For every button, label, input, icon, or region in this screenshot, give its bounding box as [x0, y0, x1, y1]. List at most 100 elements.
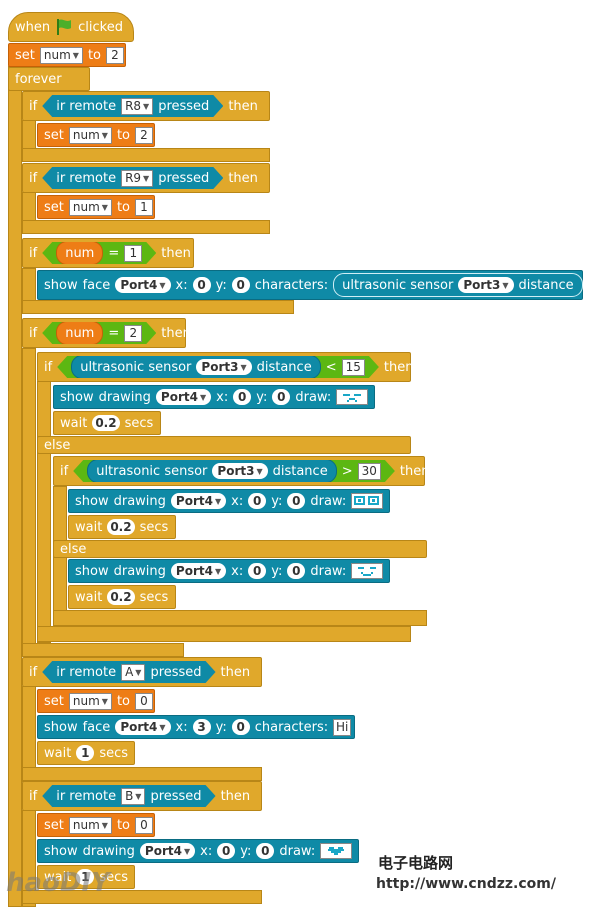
draw-label: draw:: [310, 563, 347, 579]
else-block[interactable]: else: [37, 436, 411, 454]
clicked-label: clicked: [78, 19, 123, 35]
if-label: if: [29, 664, 38, 680]
show-face-block[interactable]: show face Port4 ▼ x: 3 y: 0 characters: H…: [37, 715, 355, 739]
value-input[interactable]: 15: [342, 359, 365, 376]
ir-remote-condition[interactable]: ir remote R8 ▼ pressed: [42, 95, 223, 117]
wait-label: wait: [60, 415, 88, 431]
show-label: show: [44, 277, 78, 293]
ir-key-dropdown[interactable]: B ▼: [121, 788, 145, 805]
less-than-condition[interactable]: ultrasonic sensor Port3 ▼ distance < 15: [57, 356, 379, 378]
ir-key-dropdown[interactable]: A ▼: [121, 664, 145, 681]
y-input[interactable]: 0: [287, 563, 306, 579]
equals-condition[interactable]: num = 2: [42, 322, 156, 344]
wait-block[interactable]: wait 1 secs: [37, 865, 135, 889]
x-input[interactable]: 0: [248, 493, 267, 509]
if-ir-r8-block[interactable]: if ir remote R8 ▼ pressed then: [22, 91, 270, 121]
port-dropdown[interactable]: Port4 ▼: [155, 389, 212, 405]
num-reporter[interactable]: num: [56, 321, 103, 345]
show-drawing-block[interactable]: show drawing Port4 ▼ x: 0 y: 0 draw:: [68, 489, 390, 513]
face-label: face: [82, 719, 111, 735]
ultrasonic-reporter[interactable]: ultrasonic sensor Port3 ▼ distance: [71, 355, 321, 379]
led-matrix-eyes-icon[interactable]: [351, 493, 383, 509]
led-matrix-sad-face-icon[interactable]: [336, 389, 368, 405]
equals-label: =: [108, 325, 120, 341]
y-label: y:: [256, 389, 268, 405]
show-drawing-block[interactable]: show drawing Port4 ▼ x: 0 y: 0 draw:: [68, 559, 390, 583]
show-label: show: [60, 389, 94, 405]
variable-dropdown[interactable]: num ▼: [68, 126, 112, 144]
port-dropdown[interactable]: Port4 ▼: [170, 493, 227, 509]
x-input[interactable]: 3: [192, 719, 211, 735]
value-input[interactable]: 30: [358, 463, 381, 480]
show-drawing-block[interactable]: show drawing Port4 ▼ x: 0 y: 0 draw:: [37, 839, 359, 863]
value-input[interactable]: 1: [135, 198, 153, 216]
value-input[interactable]: 0: [135, 692, 153, 710]
if-ir-r9-block[interactable]: if ir remote R9 ▼ pressed then: [22, 163, 270, 193]
num-reporter[interactable]: num: [56, 241, 103, 265]
port-dropdown[interactable]: Port3 ▼: [212, 463, 267, 479]
secs-input[interactable]: 0.2: [107, 519, 135, 535]
set-num-block[interactable]: set num ▼ to 2: [37, 123, 155, 147]
led-matrix-heart-icon[interactable]: [320, 843, 352, 859]
y-input[interactable]: 0: [287, 493, 306, 509]
secs-input[interactable]: 0.2: [107, 589, 135, 605]
x-input[interactable]: 0: [192, 277, 211, 293]
x-input[interactable]: 0: [217, 843, 236, 859]
when-flag-clicked-block[interactable]: when clicked: [8, 12, 134, 42]
port-dropdown[interactable]: Port4 ▼: [170, 563, 227, 579]
ir-key-dropdown[interactable]: R8 ▼: [121, 98, 153, 115]
variable-dropdown[interactable]: num ▼: [39, 46, 83, 64]
value-input[interactable]: 2: [135, 126, 153, 144]
equals-condition[interactable]: num = 1: [42, 242, 156, 264]
y-input[interactable]: 0: [231, 277, 250, 293]
x-input[interactable]: 0: [248, 563, 267, 579]
value-input[interactable]: 2: [106, 46, 124, 64]
forever-block[interactable]: forever: [8, 67, 90, 91]
drawing-label: drawing: [82, 843, 135, 859]
secs-input[interactable]: 0.2: [92, 415, 120, 431]
led-matrix-happy-face-icon[interactable]: [351, 563, 383, 579]
port-dropdown[interactable]: Port4 ▼: [115, 719, 171, 735]
set-num-block[interactable]: set num ▼ to 1: [37, 195, 155, 219]
variable-dropdown[interactable]: num ▼: [68, 692, 112, 710]
value-input[interactable]: 1: [124, 245, 142, 262]
wait-block[interactable]: wait 0.2 secs: [68, 515, 176, 539]
ultrasonic-reporter[interactable]: ultrasonic sensor Port3 ▼ distance: [87, 459, 337, 483]
greater-than-condition[interactable]: ultrasonic sensor Port3 ▼ distance > 30: [73, 460, 395, 482]
if-num-equals-1-block[interactable]: if num = 1 then: [22, 238, 194, 268]
set-num-block[interactable]: set num ▼ to 0: [37, 689, 155, 713]
wait-block[interactable]: wait 0.2 secs: [53, 411, 161, 435]
value-input[interactable]: 0: [135, 816, 153, 834]
port-dropdown[interactable]: Port4 ▼: [115, 277, 171, 293]
value-input[interactable]: 2: [124, 325, 142, 342]
ultrasonic-reporter[interactable]: ultrasonic sensor Port3 ▼ distance: [333, 273, 583, 297]
ir-remote-condition[interactable]: ir remote A ▼ pressed: [42, 661, 215, 683]
ir-key-dropdown[interactable]: R9 ▼: [121, 170, 153, 187]
show-drawing-block[interactable]: show drawing Port4 ▼ x: 0 y: 0 draw:: [53, 385, 375, 409]
if-distance-less-15-block[interactable]: if ultrasonic sensor Port3 ▼ distance < 1…: [37, 352, 413, 382]
ir-remote-condition[interactable]: ir remote B ▼ pressed: [42, 785, 215, 807]
show-face-block[interactable]: show face Port4 ▼ x: 0 y: 0 characters: u…: [37, 270, 583, 300]
secs-input[interactable]: 1: [76, 745, 95, 761]
if-ir-b-block[interactable]: if ir remote B ▼ pressed then: [22, 781, 262, 811]
variable-dropdown[interactable]: num ▼: [68, 816, 112, 834]
port-dropdown[interactable]: Port3 ▼: [458, 277, 514, 293]
y-input[interactable]: 0: [256, 843, 275, 859]
variable-dropdown[interactable]: num ▼: [68, 198, 112, 216]
if-ir-a-block[interactable]: if ir remote A ▼ pressed then: [22, 657, 262, 687]
port-dropdown[interactable]: Port3 ▼: [196, 359, 251, 375]
if-num-equals-2-block[interactable]: if num = 2 then: [22, 318, 191, 348]
ir-remote-condition[interactable]: ir remote R9 ▼ pressed: [42, 167, 223, 189]
set-num-block[interactable]: set num ▼ to 0: [37, 813, 155, 837]
characters-input[interactable]: Hi: [333, 718, 352, 736]
if-distance-greater-30-block[interactable]: if ultrasonic sensor Port3 ▼ distance > 3…: [53, 456, 429, 486]
else-block[interactable]: else: [53, 540, 427, 558]
x-input[interactable]: 0: [233, 389, 252, 405]
y-input[interactable]: 0: [272, 389, 291, 405]
set-num-block[interactable]: set num ▼ to 2: [8, 43, 126, 67]
wait-block[interactable]: wait 1 secs: [37, 741, 135, 765]
y-input[interactable]: 0: [231, 719, 250, 735]
wait-block[interactable]: wait 0.2 secs: [68, 585, 176, 609]
port-dropdown[interactable]: Port4 ▼: [139, 843, 196, 859]
secs-input[interactable]: 1: [76, 869, 95, 885]
